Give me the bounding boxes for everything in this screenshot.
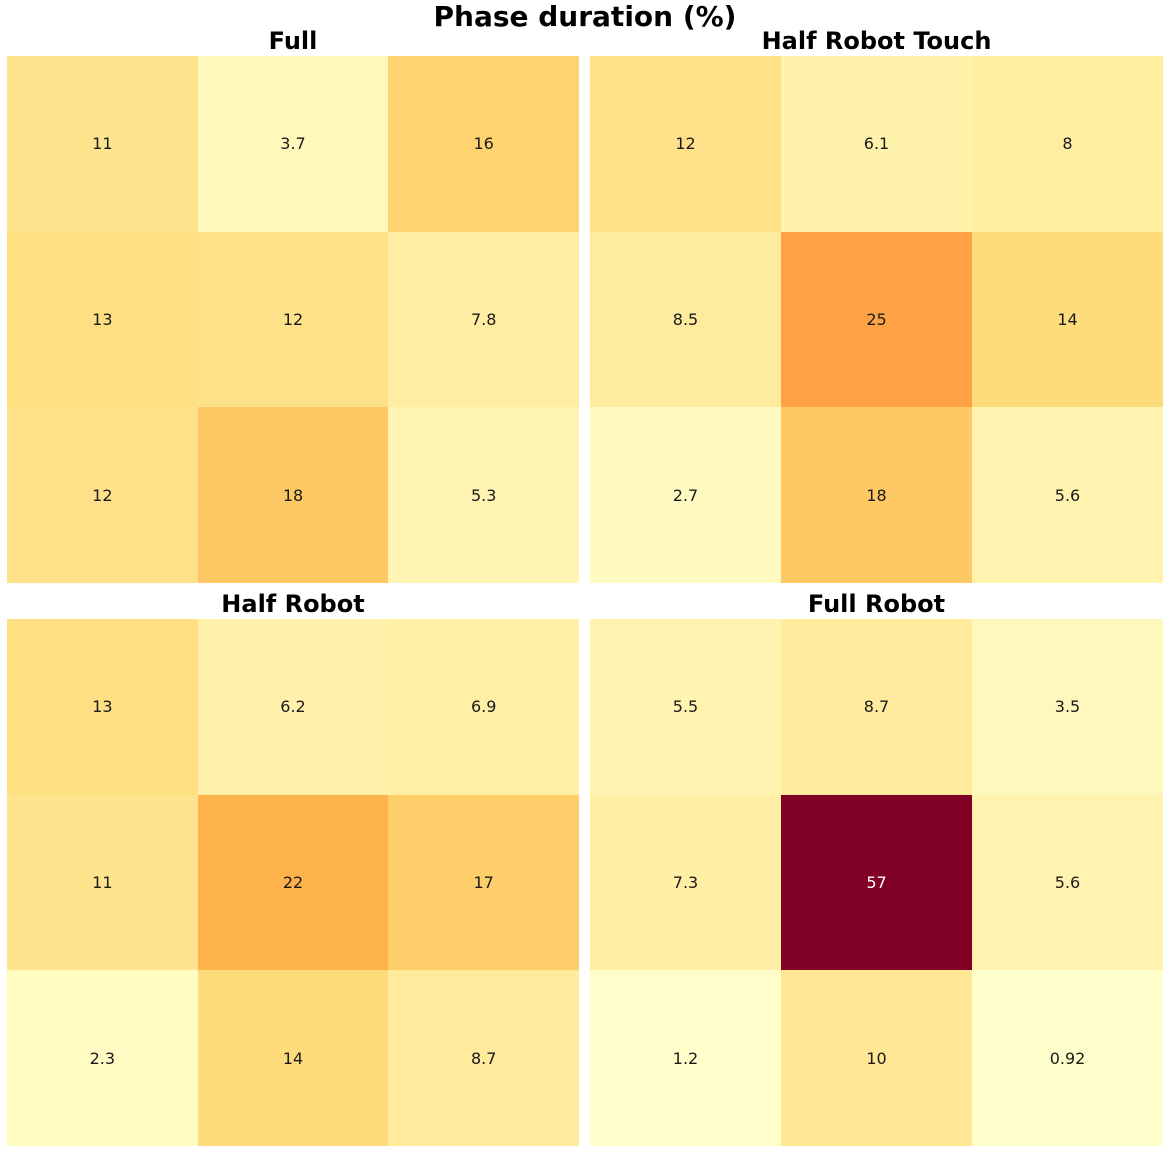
- cell-value-label: 57: [866, 872, 887, 892]
- heatmap-cell: 12: [590, 56, 781, 232]
- cell-value-label: 8.7: [470, 1048, 497, 1068]
- cell-value-label: 8.7: [863, 697, 890, 717]
- heatmap-cell: 8.7: [388, 970, 579, 1146]
- heatmap-cell: 8: [972, 56, 1163, 232]
- panel-title: Full: [268, 27, 318, 55]
- cell-value-label: 14: [282, 1048, 304, 1068]
- cell-value-label: 10: [866, 1048, 887, 1068]
- heatmap-cell: 2.7: [590, 407, 781, 583]
- heatmap-grid: 13 6.2 6.9 11 22 17 2.3 14 8.7: [7, 619, 579, 1146]
- heatmap-cell: 7.3: [590, 794, 781, 971]
- cell-value-label: 7.3: [672, 872, 699, 892]
- heatmap-cell: 11: [7, 794, 198, 971]
- heatmap-cell: 22: [197, 794, 389, 971]
- heatmap-cell: 18: [197, 407, 389, 583]
- heatmap-cell: 7.8: [388, 231, 579, 408]
- cell-value-label: 22: [282, 872, 304, 892]
- cell-value-label: 12: [92, 485, 113, 505]
- heatmap-cell: 3.7: [197, 56, 389, 232]
- heatmap-cell: 5.6: [972, 407, 1163, 583]
- heatmap-grid: 12 6.1 8 8.5 25 14 2.7 18 5.6: [590, 56, 1163, 583]
- heatmap-cell: 8.7: [781, 619, 972, 795]
- cell-value-label: 0.92: [1049, 1048, 1086, 1068]
- heatmap-cell: 5.6: [972, 794, 1163, 971]
- cell-value-label: 17: [473, 872, 494, 892]
- heatmap-grid: 5.5 8.7 3.5 7.3 57 5.6 1.2 10 0.92: [590, 619, 1163, 1146]
- cell-value-label: 5.6: [1054, 872, 1081, 892]
- heatmap-cell: 8.5: [590, 231, 781, 408]
- heatmap-cell: 10: [781, 970, 972, 1146]
- heatmap-cell: 25: [781, 231, 972, 408]
- heatmap-cell: 13: [7, 231, 198, 408]
- cell-value-label: 25: [866, 309, 887, 329]
- heatmap-cell: 12: [197, 231, 389, 408]
- heatmap-grid: 11 3.7 16 13 12 7.8 12 18 5.3: [7, 56, 579, 583]
- cell-value-label: 8.5: [672, 309, 699, 329]
- cell-value-label: 6.2: [280, 697, 306, 717]
- panel-half-robot: Half Robot 13 6.2 6.9 11 22 17 2.3 14 8.7: [7, 590, 579, 1146]
- cell-value-label: 16: [473, 134, 494, 154]
- heatmap-cell: 6.9: [388, 619, 579, 795]
- cell-value-label: 18: [282, 485, 304, 505]
- heatmap-cell: 13: [7, 619, 198, 795]
- cell-value-label: 3.7: [280, 134, 306, 154]
- heatmap-cell: 16: [388, 56, 579, 232]
- heatmap-cell: 14: [972, 231, 1163, 408]
- cell-value-label: 2.3: [89, 1048, 116, 1068]
- cell-value-label: 13: [92, 697, 113, 717]
- cell-value-label: 6.9: [470, 697, 497, 717]
- heatmap-cell: 14: [197, 970, 389, 1146]
- heatmap-cell: 12: [7, 407, 198, 583]
- heatmap-cell: 6.1: [781, 56, 972, 232]
- figure-title: Phase duration (%): [433, 0, 737, 33]
- cell-value-label: 5.3: [470, 485, 497, 505]
- panel-full: Full 11 3.7 16 13 12 7.8 12 18 5.3: [7, 27, 579, 583]
- heatmap-cell: 3.5: [972, 619, 1163, 795]
- heatmap-cell: 5.3: [388, 407, 579, 583]
- panel-half-robot-touch: Half Robot Touch 12 6.1 8 8.5 25 14 2.7 18 5.6: [590, 27, 1163, 583]
- panel-title: Full Robot: [807, 590, 946, 618]
- cell-value-label: 3.5: [1054, 697, 1081, 717]
- cell-value-label: 5.6: [1054, 485, 1081, 505]
- heatmap-cell: 0.92: [972, 970, 1163, 1146]
- cell-value-label: 6.1: [863, 134, 890, 154]
- cell-value-label: 11: [92, 872, 113, 892]
- heatmap-cell: 57: [781, 794, 972, 971]
- heatmap-cell: 2.3: [7, 970, 198, 1146]
- heatmap-cell: 17: [388, 794, 579, 971]
- cell-value-label: 1.2: [672, 1048, 699, 1068]
- panel-full-robot: Full Robot 5.5 8.7 3.5 7.3 57 5.6 1.2 10 0.92: [590, 590, 1163, 1146]
- panel-title: Half Robot: [221, 590, 365, 618]
- panel-title: Half Robot Touch: [761, 27, 992, 55]
- cell-value-label: 18: [866, 485, 887, 505]
- cell-value-label: 13: [92, 309, 113, 329]
- cell-value-label: 11: [92, 134, 113, 154]
- cell-value-label: 7.8: [470, 309, 497, 329]
- heatmap-cell: 6.2: [197, 619, 389, 795]
- cell-value-label: 12: [282, 309, 304, 329]
- cell-value-label: 8: [1062, 134, 1073, 154]
- cell-value-label: 2.7: [672, 485, 699, 505]
- heatmap-cell: 5.5: [590, 619, 781, 795]
- cell-value-label: 12: [675, 134, 696, 154]
- heatmap-cell: 18: [781, 407, 972, 583]
- cell-value-label: 5.5: [672, 697, 699, 717]
- cell-value-label: 14: [1057, 309, 1078, 329]
- heatmap-cell: 11: [7, 56, 198, 232]
- heatmap-cell: 1.2: [590, 970, 781, 1146]
